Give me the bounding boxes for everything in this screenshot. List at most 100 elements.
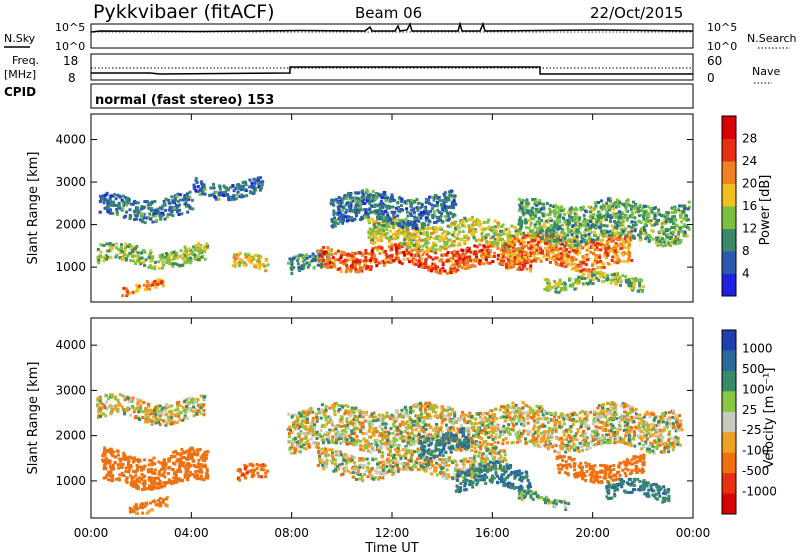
velocity-cell [108, 404, 112, 408]
velocity-cell [293, 413, 297, 417]
power-cell [487, 254, 491, 258]
power-cell [432, 198, 436, 202]
power-cell [160, 280, 163, 284]
power-cell [98, 210, 102, 214]
power-cell [341, 209, 344, 213]
power-cell [230, 195, 234, 199]
power-cell [366, 190, 370, 194]
velocity-cell [140, 410, 144, 413]
power-cell [459, 221, 463, 225]
velocity-cell [584, 410, 588, 414]
power-cell [339, 261, 343, 265]
power-cell [662, 219, 666, 223]
power-cell [359, 218, 363, 221]
power-cell [666, 217, 670, 221]
power-cell [567, 220, 571, 224]
power-cell [397, 243, 401, 247]
power-cell [668, 227, 672, 231]
velocity-cell [131, 406, 135, 410]
power-cell [173, 257, 177, 261]
velocity-cell [140, 477, 143, 481]
power-cell [465, 250, 469, 254]
power-cell [175, 210, 179, 214]
power-cell [533, 202, 537, 206]
power-cell [424, 262, 428, 266]
power-cell [441, 198, 445, 202]
power-cell [672, 207, 676, 211]
velocity-cell [178, 403, 182, 407]
velocity-cell [130, 476, 134, 479]
power-cell [485, 261, 489, 265]
power-cell [384, 197, 388, 201]
velocity-cell [517, 407, 520, 410]
power-cell [219, 193, 222, 197]
power-cell [629, 277, 633, 281]
power-cell [249, 261, 253, 265]
power-cell [439, 238, 442, 242]
power-cell [593, 248, 597, 252]
power-cell [613, 220, 616, 223]
power-cell [129, 246, 133, 250]
velocity-cell [136, 402, 140, 406]
power-cell [249, 185, 253, 189]
power-cell [337, 208, 341, 212]
power-cell [369, 259, 372, 262]
power-cell [382, 192, 386, 196]
power-cell [301, 254, 305, 258]
power-cell [128, 243, 132, 247]
power-cell [131, 255, 135, 259]
power-cell [538, 219, 542, 223]
power-cell [573, 218, 577, 221]
power-cell [439, 235, 443, 239]
power-cell [445, 242, 449, 246]
power-cell [474, 259, 478, 263]
velocity-cell [157, 420, 161, 424]
power-cell [584, 225, 588, 229]
power-cell [685, 225, 689, 229]
velocity-cell [172, 450, 176, 454]
power-cell [160, 214, 164, 218]
power-cell [632, 235, 636, 239]
velocity-cell [326, 437, 329, 441]
power-cell [369, 260, 373, 264]
power-cell [551, 251, 555, 255]
power-cell [305, 261, 309, 265]
velocity-cell [176, 408, 180, 411]
power-cell [238, 195, 242, 198]
power-cell [588, 240, 591, 244]
velocity-cell [166, 419, 170, 423]
power-cell [118, 256, 122, 260]
power-cell [183, 258, 187, 262]
power-cell [602, 265, 606, 269]
power-cell [533, 225, 537, 229]
power-cell [441, 253, 445, 257]
power-cell [362, 208, 366, 212]
power-cell [374, 203, 378, 207]
power-cell [614, 252, 618, 256]
power-cell [396, 256, 400, 260]
power-cell [168, 254, 172, 258]
power-cell [666, 233, 670, 237]
power-cell [618, 276, 622, 279]
power-cell [328, 258, 332, 262]
velocity-cell [203, 395, 207, 399]
velocity-cell [181, 478, 185, 482]
power-cell [446, 211, 450, 215]
power-cell [482, 247, 486, 251]
power-cell [554, 281, 558, 285]
power-cell [608, 206, 612, 210]
power-cell [392, 226, 396, 230]
power-cell [371, 189, 375, 193]
power-cell [596, 219, 599, 223]
power-cell [404, 217, 408, 221]
velocity-cell [409, 436, 413, 440]
power-cell [623, 204, 627, 207]
power-cell [141, 213, 145, 217]
velocity-cell [191, 459, 195, 463]
power-cell [147, 265, 151, 269]
power-cell [221, 193, 225, 197]
power-cell [600, 230, 604, 234]
power-cell [615, 198, 619, 202]
power-cell [426, 198, 430, 202]
velocity-cell [142, 467, 145, 471]
